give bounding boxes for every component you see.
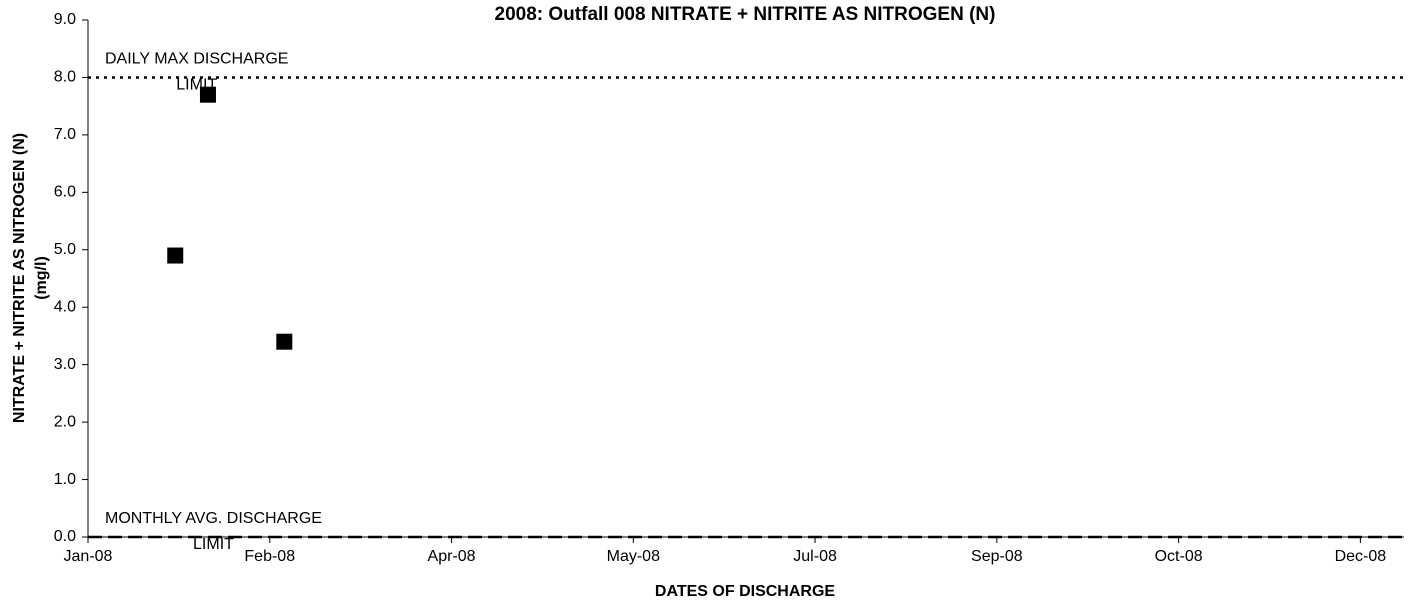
y-tick-label: 1.0 [54, 471, 76, 488]
y-axis-label: NITRATE + NITRITE AS NITROGEN (N) [11, 133, 28, 423]
limit-label: LIMIT [193, 536, 234, 553]
y-tick-label: 3.0 [54, 356, 76, 373]
x-axis-label: DATES OF DISCHARGE [655, 583, 835, 600]
y-axis-unit: (mg/l) [33, 256, 50, 300]
x-tick-label: Sep-08 [971, 548, 1023, 565]
y-tick-label: 8.0 [54, 69, 76, 86]
y-tick-label: 4.0 [54, 298, 76, 315]
chart-title: 2008: Outfall 008 NITRATE + NITRITE AS N… [495, 4, 996, 25]
y-tick-label: 7.0 [54, 126, 76, 143]
x-tick-label: Dec-08 [1335, 548, 1387, 565]
y-tick-label: 6.0 [54, 184, 76, 201]
y-tick-label: 0.0 [54, 528, 76, 545]
x-tick-label: Oct-08 [1155, 548, 1203, 565]
marker [276, 333, 293, 350]
x-tick-label: Jul-08 [793, 548, 837, 565]
limit-label: DAILY MAX DISCHARGE [105, 51, 288, 68]
marker [199, 86, 216, 103]
x-tick-label: Feb-08 [244, 548, 295, 565]
marker [167, 247, 184, 264]
y-tick-label: 9.0 [54, 11, 76, 28]
x-tick-label: Apr-08 [428, 548, 476, 565]
limit-label: MONTHLY AVG. DISCHARGE [105, 510, 322, 527]
y-tick-label: 5.0 [54, 241, 76, 258]
x-tick-label: Jan-08 [64, 548, 113, 565]
y-tick-label: 2.0 [54, 413, 76, 430]
x-tick-label: May-08 [607, 548, 660, 565]
